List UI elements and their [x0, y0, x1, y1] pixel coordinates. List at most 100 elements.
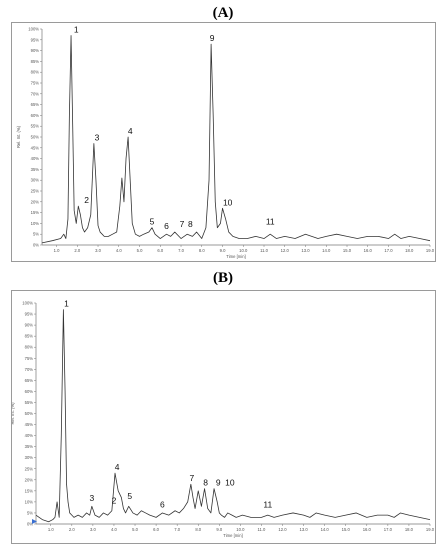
y-tick-label: 55% [31, 124, 40, 129]
y-tick-label: 45% [25, 422, 34, 427]
series-line [35, 309, 431, 523]
peak-label: 9 [210, 33, 215, 43]
y-tick-label: 100% [28, 27, 39, 32]
x-tick-label: 15.0 [342, 527, 351, 532]
y-tick-label: 60% [31, 113, 40, 118]
y-tick-label: 30% [31, 178, 40, 183]
x-tick-label: 6.0 [157, 248, 163, 253]
peak-label: 8 [188, 219, 193, 229]
x-tick-label: 2.0 [74, 248, 80, 253]
y-tick-label: 75% [31, 81, 40, 86]
y-tick-label: 30% [25, 455, 34, 460]
y-tick-label: 85% [25, 334, 34, 339]
x-tick-label: 12.0 [278, 527, 287, 532]
x-tick-label: 19.0 [426, 527, 435, 532]
chart-b-plot: 0% 5% 10% 15% 20% 25% 30% 35% 40% 45% 50% 55% 60% 65%… [12, 299, 435, 538]
y-tick-label: 95% [31, 37, 40, 42]
panel-b-label: (B) [213, 270, 233, 286]
y-tick-label: 15% [25, 488, 34, 493]
y-tick-label: 50% [25, 411, 34, 416]
y-tick-label: 100% [22, 301, 33, 306]
peak-label: 11 [263, 500, 272, 510]
chart-b: 0% 5% 10% 15% 20% 25% 30% 35% 40% 45% 50% 55% 60% 65%… [11, 290, 436, 544]
x-tick-label: 3.0 [95, 248, 101, 253]
y-tick-label: 55% [25, 400, 34, 405]
y-tick-label: 40% [31, 156, 40, 161]
y-tick-label: 65% [25, 378, 34, 383]
y-tick-label: 75% [25, 356, 34, 361]
peak-label: 6 [160, 500, 165, 510]
y-tick-label: 65% [31, 102, 40, 107]
panel-a-label: (A) [212, 5, 234, 21]
x-tick-label: 13.0 [301, 248, 310, 253]
series-line [41, 35, 431, 244]
y-tick-label: 60% [25, 389, 34, 394]
x-tick-label: 7.0 [178, 248, 184, 253]
y-tick-label: 20% [31, 199, 40, 204]
y-tick-label: 5% [33, 232, 39, 237]
y-tick-label: 25% [25, 466, 34, 471]
peak-label: 7 [190, 473, 195, 483]
y-tick-label: 50% [31, 135, 40, 140]
x-tick-label: 10.0 [236, 527, 245, 532]
x-tick-label: 15.0 [343, 248, 352, 253]
x-tick-label: 12.0 [281, 248, 290, 253]
y-tick-label: 70% [25, 367, 34, 372]
peak-label: 5 [127, 491, 132, 501]
x-tick-label: 14.0 [322, 248, 331, 253]
x-tick-label: 9.0 [220, 248, 226, 253]
y-tick-label: 20% [25, 477, 34, 482]
chart-a: 0% 5% 10% 15% 20% 25% 30% 35% 40% 45% 50% 55% 60% 65%… [11, 22, 436, 262]
x-tick-label: 8.0 [195, 527, 201, 532]
peak-label: 3 [95, 132, 100, 142]
x-tick-label: 11.0 [260, 248, 269, 253]
x-tick-label: 13.0 [300, 527, 309, 532]
x-tick-label: 16.0 [364, 248, 373, 253]
x-tick-label: 3.0 [90, 527, 96, 532]
peak-label: 1 [64, 299, 69, 309]
peak-label: 4 [128, 126, 133, 136]
y-tick-label: 35% [31, 167, 40, 172]
peak-label: 6 [164, 221, 169, 231]
x-axis-label: Time [min] [223, 533, 242, 538]
y-tick-label: 35% [25, 444, 34, 449]
chart-a-plot: 0% 5% 10% 15% 20% 25% 30% 35% 40% 45% 50% 55% 60% 65%… [16, 24, 435, 259]
peak-label: 11 [266, 217, 275, 227]
y-tick-label: 25% [31, 189, 40, 194]
x-axis-label: Time [min] [226, 254, 245, 259]
peak-label: 4 [115, 462, 120, 472]
x-tick-label: 7.0 [174, 527, 180, 532]
x-tick-label: 17.0 [384, 248, 393, 253]
x-tick-label: 4.0 [116, 248, 122, 253]
x-tick-label: 5.0 [132, 527, 138, 532]
y-tick-label: 10% [31, 221, 40, 226]
x-tick-label: 1.0 [54, 248, 60, 253]
y-axis-label: Rel. Int. (%) [12, 402, 15, 425]
x-tick-label: 8.0 [199, 248, 205, 253]
axis-marker-icon [32, 519, 37, 524]
y-tick-label: 15% [31, 210, 40, 215]
y-tick-label: 0% [33, 243, 39, 248]
y-tick-label: 90% [25, 323, 34, 328]
peak-label: 9 [216, 478, 221, 488]
x-tick-label: 10.0 [239, 248, 248, 253]
peak-label: 3 [89, 493, 94, 503]
y-tick-label: 90% [31, 48, 40, 53]
y-tick-label: 95% [25, 312, 34, 317]
peak-label: 10 [225, 478, 235, 488]
y-tick-label: 85% [31, 59, 40, 64]
x-tick-label: 6.0 [153, 527, 159, 532]
x-tick-label: 19.0 [426, 248, 435, 253]
x-tick-label: 4.0 [111, 527, 117, 532]
y-tick-label: 0% [27, 522, 33, 527]
x-tick-label: 2.0 [69, 527, 75, 532]
y-tick-label: 45% [31, 145, 40, 150]
x-tick-label: 16.0 [363, 527, 372, 532]
peak-label: 1 [74, 24, 79, 34]
x-tick-label: 5.0 [137, 248, 143, 253]
y-axis-label: Rel. Int. (%) [16, 125, 21, 148]
x-tick-label: 14.0 [321, 527, 330, 532]
peak-label: 7 [180, 219, 185, 229]
x-tick-label: 18.0 [405, 248, 414, 253]
x-tick-label: 18.0 [405, 527, 414, 532]
